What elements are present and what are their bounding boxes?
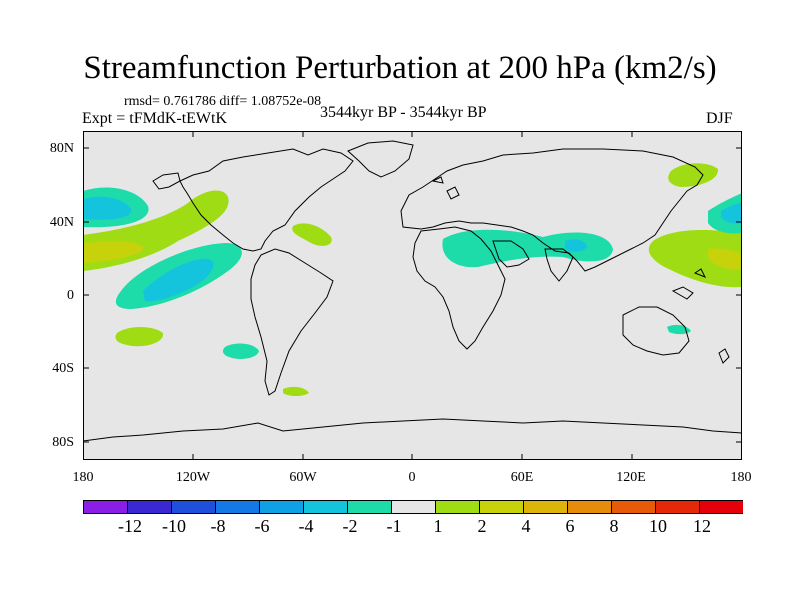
coast-alaska bbox=[152, 172, 181, 190]
colorbar-label: 1 bbox=[433, 516, 443, 536]
colorbar-label: -6 bbox=[254, 516, 270, 536]
coast-islands bbox=[431, 176, 730, 364]
colorbar-cell bbox=[523, 500, 568, 514]
coast-arabia bbox=[492, 240, 530, 268]
x-tick-label: 60E bbox=[510, 470, 534, 485]
stats-label: rmsd= 0.761786 diff= 1.08752e-08 bbox=[124, 94, 322, 109]
colorbar-cell bbox=[479, 500, 524, 514]
pos-anomaly-spac bbox=[115, 327, 164, 347]
colorbar-cell bbox=[435, 500, 480, 514]
y-tick-label: 40S bbox=[52, 361, 74, 376]
colorbar-cell bbox=[83, 500, 128, 514]
x-tick-label: 60W bbox=[289, 470, 317, 485]
colorbar-cell bbox=[171, 500, 216, 514]
coast-south-america bbox=[250, 248, 334, 396]
neg-anomaly-africa-asia bbox=[442, 229, 613, 268]
coast-eurasia bbox=[400, 148, 704, 272]
coast-north-america bbox=[179, 148, 354, 252]
colorbar-cell bbox=[567, 500, 612, 514]
colorbar-label: 10 bbox=[649, 516, 667, 536]
pos-anomaly-wpac-core bbox=[708, 248, 742, 270]
y-tick-label: 80N bbox=[49, 141, 74, 156]
pos-anomaly-npac-east bbox=[668, 163, 719, 187]
colorbar-label: 12 bbox=[693, 516, 711, 536]
colorbar-cell bbox=[655, 500, 700, 514]
colorbar-label: 8 bbox=[609, 516, 619, 536]
colorbar-label: 2 bbox=[477, 516, 487, 536]
y-tick-label: 0 bbox=[67, 288, 74, 303]
experiment-label: Expt = tFMdK-tEWtK bbox=[82, 110, 228, 127]
colorbar-cell bbox=[215, 500, 260, 514]
colorbar-label: -8 bbox=[210, 516, 226, 536]
y-tick-label: 80S bbox=[52, 435, 74, 450]
colorbar bbox=[83, 500, 743, 514]
x-tick-label: 180 bbox=[730, 470, 752, 485]
coast-australia bbox=[622, 306, 690, 356]
neg-anomaly-npac-east-core bbox=[721, 203, 742, 224]
colorbar-cell bbox=[347, 500, 392, 514]
anomaly-fields bbox=[83, 163, 742, 396]
chart-title: Streamfunction Perturbation at 200 hPa (… bbox=[83, 50, 717, 86]
colorbar-label: -4 bbox=[298, 516, 314, 536]
neg-anomaly-npac-west-core bbox=[83, 196, 132, 220]
colorbar-cell bbox=[699, 500, 743, 514]
coast-antarctica bbox=[83, 418, 742, 442]
neg-anomaly-epac-core bbox=[143, 258, 214, 302]
colorbar-cell bbox=[259, 500, 304, 514]
pos-anomaly-pac-band-core bbox=[83, 241, 144, 263]
map-frame bbox=[83, 131, 742, 460]
colorbar-label: -12 bbox=[118, 516, 142, 536]
colorbar-label: -1 bbox=[386, 516, 402, 536]
period-label: 3544kyr BP - 3544kyr BP bbox=[320, 104, 487, 121]
coast-greenland bbox=[347, 140, 414, 178]
map-background bbox=[83, 131, 742, 460]
colorbar-cell bbox=[611, 500, 656, 514]
streamfunction-map bbox=[83, 131, 742, 460]
coast-africa bbox=[412, 226, 506, 350]
pos-anomaly-satl bbox=[283, 386, 309, 396]
colorbar-label: 6 bbox=[565, 516, 575, 536]
y-tick-label: 40N bbox=[49, 215, 74, 230]
coast-india bbox=[544, 248, 574, 282]
colorbar-cell bbox=[127, 500, 172, 514]
colorbar-label: 4 bbox=[521, 516, 531, 536]
x-tick-label: 120W bbox=[175, 470, 211, 485]
colorbar-cell bbox=[391, 500, 436, 514]
pos-anomaly-wpac bbox=[648, 230, 742, 288]
colorbar-label: -2 bbox=[342, 516, 358, 536]
x-tick-label: 120E bbox=[616, 470, 646, 485]
colorbar-cell bbox=[303, 500, 348, 514]
neg-anomaly-sepac bbox=[222, 343, 259, 359]
pos-anomaly-natl bbox=[292, 223, 332, 246]
x-tick-label: 0 bbox=[408, 470, 416, 485]
x-tick-label: 180 bbox=[72, 470, 94, 485]
season-label: DJF bbox=[706, 110, 733, 127]
neg-anomaly-asia-core bbox=[565, 239, 587, 252]
coastlines bbox=[83, 140, 742, 442]
colorbar-label: -10 bbox=[162, 516, 186, 536]
